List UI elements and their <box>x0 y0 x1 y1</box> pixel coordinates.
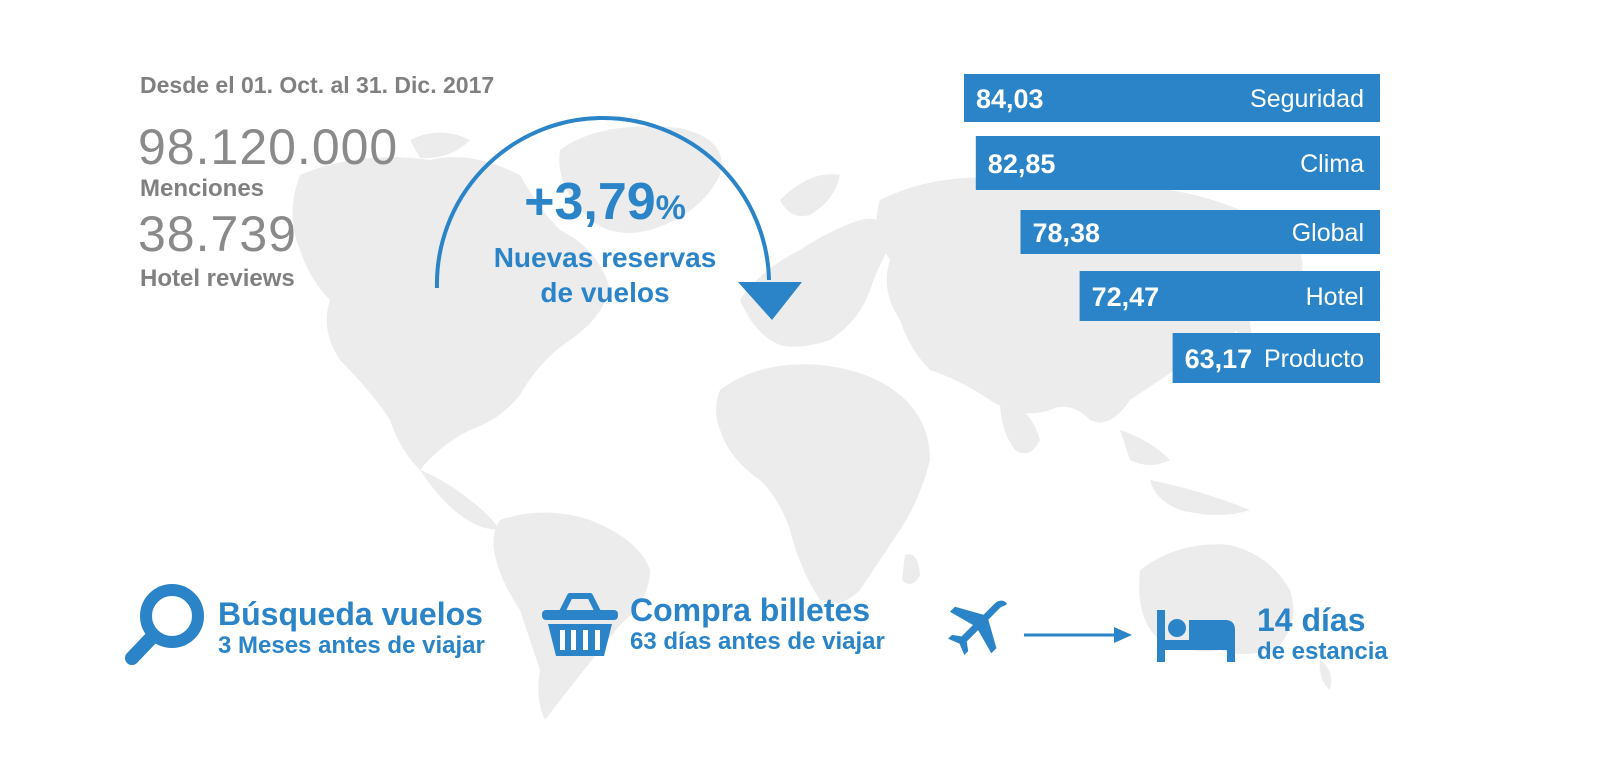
growth-value: +3,79% <box>470 172 740 232</box>
search-step-subtitle: 3 Meses antes de viajar <box>218 632 485 659</box>
search-step: Búsqueda vuelos 3 Meses antes de viajar <box>218 596 485 660</box>
score-category-clima: Clima <box>1300 150 1364 178</box>
score-value-producto: 63,17 <box>1185 344 1253 374</box>
growth-arc-icon <box>434 115 802 320</box>
mentions-value: 98.120.000 <box>138 119 399 175</box>
reviews-value: 38.739 <box>138 206 297 262</box>
score-category-hotel: Hotel <box>1306 283 1364 311</box>
score-bar-clima <box>975 136 1380 190</box>
buy-step-title: Compra billetes <box>630 592 871 628</box>
score-bar-producto <box>1172 333 1380 383</box>
score-value-seguridad: 84,03 <box>976 84 1044 114</box>
score-category-seguridad: Seguridad <box>1250 85 1364 113</box>
score-value-hotel: 72,47 <box>1092 282 1160 312</box>
magnifier-icon <box>125 584 204 665</box>
date-range: Desde el 01. Oct. al 31. Dic. 2017 <box>140 72 495 98</box>
basket-icon <box>542 593 618 656</box>
reviews-label: Hotel reviews <box>140 265 295 292</box>
growth-unit: % <box>655 189 686 227</box>
airplane-icon <box>948 600 1007 655</box>
stay-step-title: 14 días <box>1257 602 1366 638</box>
growth-label-line2: de vuelos <box>540 277 670 308</box>
buy-step: Compra billetes 63 días antes de viajar <box>630 592 885 656</box>
score-bar-seguridad <box>964 74 1380 122</box>
search-step-title: Búsqueda vuelos <box>218 596 483 632</box>
stay-step: 14 días de estancia <box>1257 602 1388 666</box>
mentions-label: Menciones <box>140 175 265 202</box>
score-bar-hotel <box>1079 271 1380 321</box>
score-category-producto: Producto <box>1264 345 1364 373</box>
bed-icon <box>1157 610 1235 662</box>
growth-label: Nuevas reservas de vuelos <box>470 240 740 310</box>
stay-step-subtitle: de estancia <box>1257 638 1388 665</box>
score-bar-global <box>1020 210 1380 254</box>
arrow-right-icon <box>1024 627 1132 643</box>
growth-percent: +3,79 <box>524 173 656 231</box>
score-category-global: Global <box>1292 219 1364 247</box>
score-value-clima: 82,85 <box>988 149 1056 179</box>
buy-step-subtitle: 63 días antes de viajar <box>630 628 885 655</box>
score-value-global: 78,38 <box>1033 218 1101 248</box>
growth-label-line1: Nuevas reservas <box>493 242 717 273</box>
